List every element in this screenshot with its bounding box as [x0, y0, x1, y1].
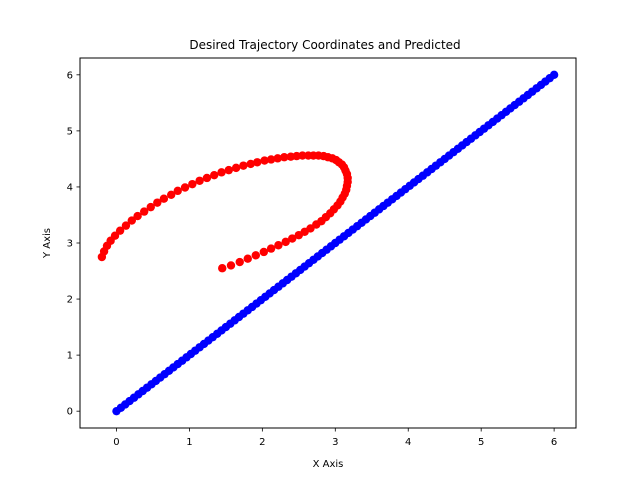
series-layer	[97, 70, 559, 416]
data-point	[188, 179, 197, 189]
y-tick-label: 3	[67, 239, 73, 250]
data-point	[173, 186, 182, 196]
data-point	[97, 252, 107, 262]
data-point	[231, 163, 241, 173]
data-point	[288, 234, 297, 243]
data-point	[274, 241, 283, 250]
data-point	[133, 211, 142, 221]
data-point	[224, 165, 233, 175]
x-axis-label: X Axis	[313, 459, 344, 470]
x-tick-label: 3	[332, 437, 338, 448]
data-point	[195, 176, 204, 185]
data-point	[273, 154, 282, 163]
data-point	[166, 190, 176, 199]
chart-title: Desired Trajectory Coordinates and Predi…	[189, 38, 460, 52]
data-point	[218, 264, 227, 273]
data-point	[280, 153, 289, 162]
data-point	[217, 168, 226, 177]
x-tick-label: 5	[478, 437, 484, 448]
data-point	[146, 202, 155, 212]
data-point	[260, 156, 269, 165]
y-tick-label: 1	[67, 351, 73, 362]
data-point	[210, 170, 219, 180]
data-point	[202, 173, 212, 183]
data-point	[253, 158, 262, 167]
series-1	[112, 70, 559, 416]
x-tick-label: 0	[113, 437, 119, 448]
data-point	[266, 244, 276, 253]
x-tick-label: 6	[551, 437, 557, 448]
data-point	[180, 183, 190, 192]
y-axis-label: Y Axis	[42, 228, 53, 259]
x-axis-ticks: 0 1 2 3 4 5 6	[113, 428, 557, 448]
y-tick-label: 5	[67, 126, 73, 137]
data-point	[226, 261, 236, 270]
data-point	[259, 247, 269, 257]
plot-area	[79, 57, 577, 429]
data-point	[304, 151, 313, 160]
data-point	[239, 161, 248, 170]
series-2	[97, 151, 352, 273]
data-point	[549, 70, 559, 80]
data-point	[153, 198, 162, 207]
data-point	[286, 152, 295, 161]
y-tick-label: 0	[67, 407, 73, 418]
y-tick-label: 6	[67, 70, 73, 81]
x-tick-label: 1	[186, 437, 192, 448]
data-point	[246, 159, 255, 169]
data-point	[243, 254, 252, 263]
data-point	[235, 257, 244, 267]
data-point	[251, 251, 260, 260]
data-point	[115, 226, 125, 235]
y-axis-ticks: 0 1 2 3 4 5 6	[67, 70, 80, 418]
data-point	[127, 216, 136, 225]
y-tick-label: 4	[67, 182, 73, 193]
y-tick-label: 2	[67, 295, 73, 306]
x-tick-label: 2	[259, 437, 265, 448]
data-point	[159, 194, 169, 203]
data-point	[281, 237, 290, 247]
data-point	[121, 221, 131, 230]
data-point	[266, 155, 276, 164]
data-point	[139, 207, 149, 216]
x-tick-label: 4	[405, 437, 411, 448]
